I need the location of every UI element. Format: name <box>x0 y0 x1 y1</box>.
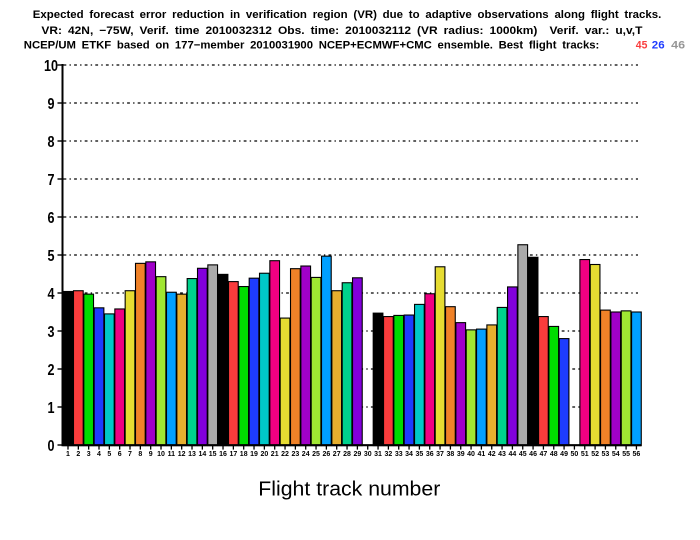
svg-text:30: 30 <box>364 451 372 458</box>
svg-text:13: 13 <box>188 451 196 458</box>
svg-text:1: 1 <box>66 451 70 458</box>
svg-text:45: 45 <box>519 451 527 458</box>
svg-text:33: 33 <box>395 451 403 458</box>
svg-text:55: 55 <box>622 451 630 458</box>
svg-text:51: 51 <box>581 451 589 458</box>
svg-text:35: 35 <box>415 451 423 458</box>
svg-text:31: 31 <box>374 451 382 458</box>
svg-text:46: 46 <box>671 39 685 51</box>
svg-text:48: 48 <box>550 451 558 458</box>
svg-text:56: 56 <box>633 451 641 458</box>
svg-text:4: 4 <box>48 286 55 303</box>
svg-text:37: 37 <box>436 451 444 458</box>
svg-text:50: 50 <box>571 451 579 458</box>
svg-text:25: 25 <box>312 451 320 458</box>
svg-text:16: 16 <box>219 451 227 458</box>
svg-text:2: 2 <box>48 362 55 379</box>
svg-text:7: 7 <box>48 172 55 189</box>
svg-text:28: 28 <box>343 451 351 458</box>
svg-text:VR: 42N, −75W, Verif. time 201: VR: 42N, −75W, Verif. time 2010032312 Ob… <box>41 25 642 37</box>
svg-text:43: 43 <box>498 451 506 458</box>
svg-text:3: 3 <box>87 451 91 458</box>
svg-text:29: 29 <box>353 451 361 458</box>
svg-text:9: 9 <box>48 96 55 113</box>
svg-text:38: 38 <box>447 451 455 458</box>
svg-text:4: 4 <box>97 451 101 458</box>
svg-text:44: 44 <box>509 451 517 458</box>
svg-text:2: 2 <box>76 451 80 458</box>
svg-text:12: 12 <box>178 451 186 458</box>
svg-text:0: 0 <box>48 438 55 455</box>
svg-text:9: 9 <box>149 451 153 458</box>
svg-text:24: 24 <box>302 451 310 458</box>
svg-text:20: 20 <box>260 451 268 458</box>
svg-text:1: 1 <box>48 400 55 417</box>
svg-text:Expected forecast error reduct: Expected forecast error reduction in ver… <box>33 9 662 21</box>
svg-text:15: 15 <box>209 451 217 458</box>
svg-text:10: 10 <box>157 451 165 458</box>
svg-text:39: 39 <box>457 451 465 458</box>
svg-text:52: 52 <box>591 451 599 458</box>
svg-text:8: 8 <box>48 134 55 151</box>
svg-text:Flight track number: Flight track number <box>258 478 440 500</box>
svg-text:8: 8 <box>138 451 142 458</box>
svg-text:11: 11 <box>168 451 176 458</box>
svg-text:32: 32 <box>384 451 392 458</box>
svg-text:45: 45 <box>636 39 648 51</box>
svg-text:53: 53 <box>602 451 610 458</box>
svg-text:14: 14 <box>198 451 206 458</box>
svg-text:34: 34 <box>405 451 413 458</box>
svg-text:6: 6 <box>48 210 55 227</box>
svg-text:22: 22 <box>281 451 289 458</box>
svg-text:42: 42 <box>488 451 496 458</box>
svg-text:19: 19 <box>250 451 258 458</box>
svg-text:27: 27 <box>333 451 341 458</box>
svg-text:36: 36 <box>426 451 434 458</box>
svg-text:41: 41 <box>478 451 486 458</box>
svg-text:26: 26 <box>322 451 330 458</box>
svg-text:6: 6 <box>118 451 122 458</box>
svg-text:5: 5 <box>48 248 55 265</box>
svg-text:21: 21 <box>271 451 279 458</box>
svg-text:5: 5 <box>107 451 111 458</box>
svg-text:3: 3 <box>48 324 55 341</box>
svg-text:26: 26 <box>652 39 665 51</box>
svg-text:NCEP/UM ETKF based on 177−memb: NCEP/UM ETKF based on 177−member 2010031… <box>24 40 600 52</box>
svg-text:17: 17 <box>229 451 237 458</box>
svg-text:40: 40 <box>467 451 475 458</box>
svg-text:49: 49 <box>560 451 568 458</box>
svg-text:10: 10 <box>44 58 58 75</box>
svg-text:23: 23 <box>291 451 299 458</box>
svg-text:18: 18 <box>240 451 248 458</box>
svg-text:47: 47 <box>540 451 548 458</box>
svg-text:54: 54 <box>612 451 620 458</box>
svg-text:7: 7 <box>128 451 132 458</box>
svg-text:46: 46 <box>529 451 537 458</box>
